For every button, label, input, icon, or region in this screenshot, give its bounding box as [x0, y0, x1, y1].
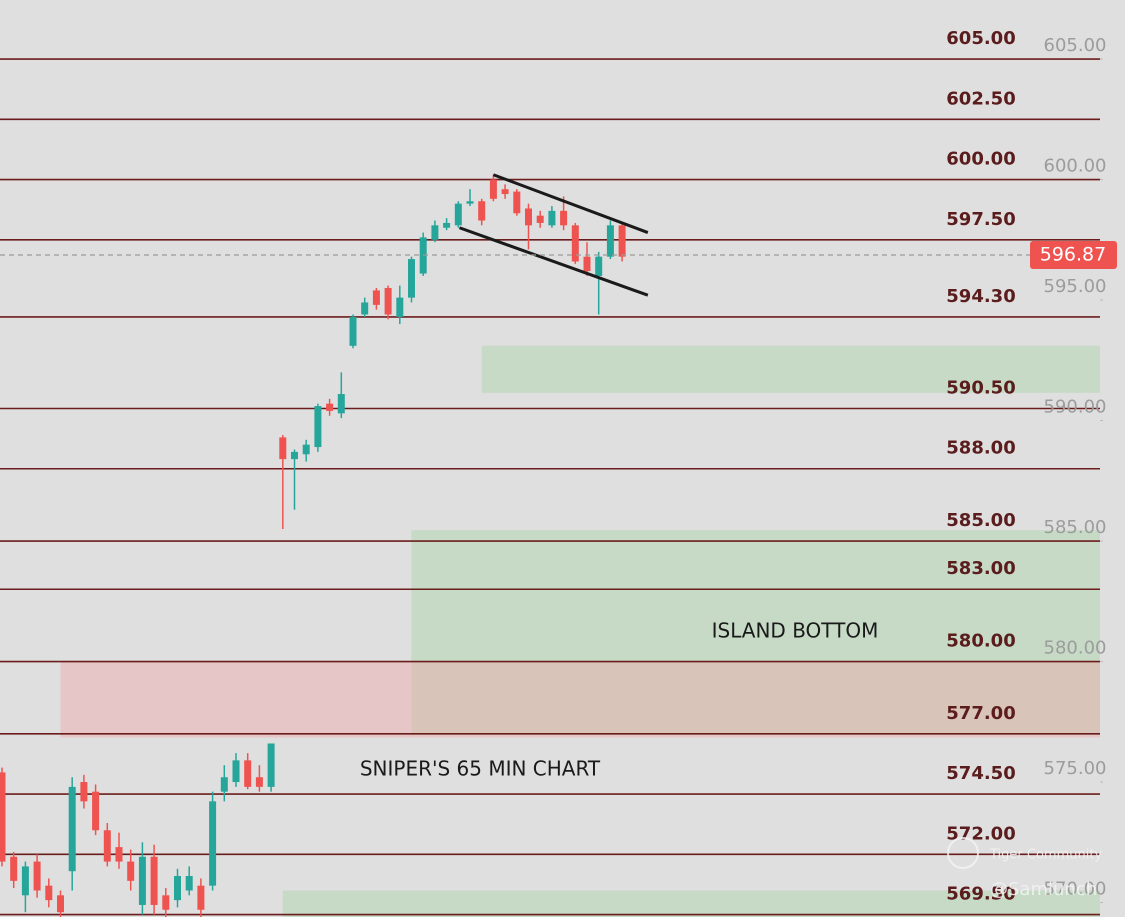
level-label: 605.00	[946, 28, 1015, 49]
level-label: 585.00	[946, 510, 1015, 531]
candle-body	[501, 189, 509, 195]
candle-body	[513, 191, 521, 214]
candle-body	[232, 760, 240, 783]
candle-body	[80, 782, 88, 802]
zones	[60, 345, 1100, 917]
candle-body	[408, 259, 415, 298]
price-tag-label: 596.87	[1040, 243, 1106, 265]
candle-body	[337, 394, 345, 414]
trend-line	[492, 173, 649, 234]
watermark-text: Tiger Community	[989, 848, 1102, 863]
candle-body	[209, 801, 217, 886]
candle-body	[185, 876, 193, 891]
candle-body	[583, 256, 591, 272]
level-label: 583.00	[946, 558, 1015, 579]
candle-body	[103, 830, 111, 862]
zone	[60, 661, 1100, 738]
candle-body	[244, 760, 252, 787]
trend-line	[458, 226, 649, 297]
watermark: Tiger Community @Samlunch	[947, 837, 1102, 900]
annotation: ISLAND BOTTOM	[712, 619, 879, 643]
overlay: 596.87	[0, 173, 1117, 297]
candle-body	[174, 876, 181, 901]
candle-body	[384, 287, 392, 315]
level-label: 600.00	[946, 149, 1015, 170]
candle-body	[279, 437, 287, 460]
y-tick-label: 605.00	[1044, 35, 1107, 56]
level-label: 602.50	[946, 88, 1015, 109]
candle-body	[478, 201, 486, 221]
y-tick-label: 590.00	[1044, 397, 1107, 418]
candle-body	[45, 885, 53, 901]
candle-body	[150, 856, 158, 905]
candle-body	[162, 895, 170, 910]
y-tick-label: 575.00	[1044, 758, 1107, 779]
candle-body	[349, 316, 357, 346]
candle-body	[571, 225, 579, 262]
candle-body	[396, 297, 404, 317]
candle-body	[536, 215, 544, 223]
candle-body	[606, 225, 614, 257]
candle-body	[291, 451, 298, 460]
y-tick-label: 580.00	[1044, 638, 1107, 659]
candle-body	[255, 777, 263, 787]
candle-body	[267, 743, 275, 787]
candle-body	[0, 772, 6, 862]
level-label: 588.00	[946, 438, 1015, 459]
zone	[282, 890, 1100, 917]
candle-body	[525, 208, 532, 226]
candle-body	[618, 225, 626, 257]
levels: 605.00 602.50 600.00 597.50 594.30 590.50 588.…	[0, 28, 1100, 916]
candle-body	[10, 856, 18, 881]
candle-body	[127, 861, 135, 881]
candle-body	[595, 256, 603, 276]
candle-body	[443, 222, 451, 228]
candle-body	[220, 777, 228, 792]
candle-body	[361, 302, 369, 315]
candle-body	[33, 861, 41, 891]
candle-body	[68, 786, 76, 872]
candle-body	[302, 444, 310, 455]
level-label: 594.30	[946, 286, 1015, 307]
candle-body	[489, 179, 497, 199]
price-axis: 605.00 600.00 595.00 590.00 585.00 580.00 575.…	[1044, 35, 1107, 904]
zone	[481, 345, 1100, 393]
y-tick-label: 595.00	[1044, 276, 1107, 297]
candle-body	[57, 895, 64, 913]
candle-body	[314, 406, 322, 448]
level-label: 574.50	[946, 763, 1015, 784]
level-label: 580.00	[946, 631, 1015, 652]
level-label: 577.00	[946, 703, 1015, 724]
y-tick-label: 600.00	[1044, 156, 1107, 177]
candle-body	[138, 856, 146, 905]
level-label: 597.50	[946, 209, 1015, 230]
zone	[411, 530, 1100, 736]
y-tick-label: 570.00	[1044, 879, 1107, 900]
candle-body	[21, 866, 29, 896]
level-label: 590.50	[946, 377, 1015, 398]
candle-body	[454, 203, 462, 226]
watermark-text: @Samlunch	[990, 879, 1097, 900]
candle-body	[92, 791, 100, 831]
watermark-icon	[947, 837, 979, 869]
annotation: SNIPER'S 65 MIN CHART	[360, 757, 601, 781]
candle-body	[115, 847, 123, 862]
price-tag	[1030, 240, 1117, 269]
level-label: 569.50	[946, 884, 1015, 905]
candle-body	[431, 225, 439, 240]
candle-body	[197, 885, 205, 910]
candle-body	[560, 210, 568, 226]
candle-body	[548, 210, 556, 226]
level-label: 572.00	[946, 823, 1015, 844]
candle-body	[372, 290, 380, 305]
candle-body	[466, 201, 474, 204]
y-tick-label: 585.00	[1044, 517, 1107, 538]
candle-body	[326, 403, 334, 411]
